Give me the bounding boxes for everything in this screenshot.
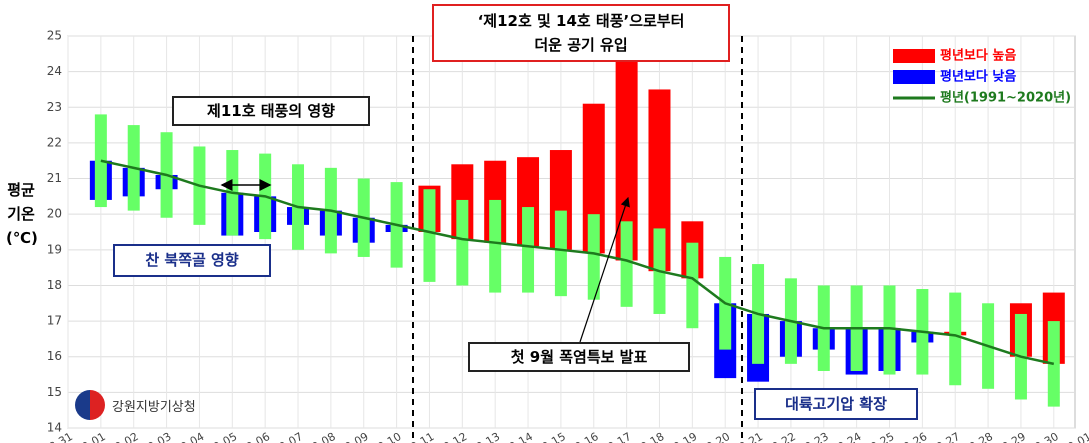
x-tick-label: 09-22 (764, 430, 798, 443)
x-tick-label: 09-06 (238, 430, 272, 443)
logo-text: 강원지방기상청 (112, 400, 196, 415)
y-tick-label: 20 (47, 207, 62, 221)
x-tick-label: 09-12 (435, 430, 469, 443)
legend-label: 평년(1991~2020년) (940, 90, 1071, 106)
x-tick-label: 09-29 (994, 430, 1028, 443)
annotation: 제11호 태풍의 영향 (172, 96, 370, 126)
normal-range-bar (883, 285, 896, 375)
arrow (579, 196, 630, 343)
normal-range-bar (522, 207, 535, 293)
x-tick-label: 09-10 (369, 430, 403, 443)
normal-line (100, 159, 1055, 366)
normal-range-bar (949, 292, 962, 386)
y-tick-label: 14 (47, 421, 62, 435)
x-tick-label: 09-07 (271, 430, 305, 443)
y-tick-label: 16 (47, 349, 62, 363)
legend-label: 평년보다 높음 (940, 48, 1016, 64)
legend-swatch (893, 70, 935, 84)
x-tick-label: 09-13 (468, 430, 502, 443)
x-tick-label: 09-19 (665, 430, 699, 443)
y-tick-label: 19 (47, 242, 62, 256)
x-tick-label: 09-08 (304, 430, 338, 443)
annotation: 첫 9월 폭염특보 발표 (468, 342, 690, 372)
x-tick-label: 09-18 (632, 430, 666, 443)
x-tick-label: 09-15 (534, 430, 568, 443)
x-tick-label: 09-11 (402, 430, 436, 443)
annotation-line: 더운 공기 유입 (534, 36, 628, 54)
y-tick-label: 24 (47, 64, 62, 78)
x-tick-label: 09-25 (862, 430, 896, 443)
y-tick-label: 22 (47, 135, 62, 149)
x-tick-label: 09-21 (731, 430, 765, 443)
x-tick-label: 09-27 (928, 430, 962, 443)
x-tick-label: 09-05 (205, 430, 239, 443)
x-tick-label: 09-24 (829, 430, 863, 443)
x-tick-label: 09-23 (797, 430, 831, 443)
normal-range-bar (686, 242, 699, 329)
y-tick-label: 23 (47, 100, 62, 114)
y-tick-label: 21 (47, 171, 62, 185)
normal-range-bar (456, 199, 469, 286)
legend-swatch (893, 49, 935, 63)
annotation-box: ‘제12호 및 14호 태풍’으로부터 더운 공기 유입 (432, 4, 730, 62)
x-tick-label: 09-09 (337, 430, 371, 443)
x-tick-label: 09-01 (74, 430, 108, 443)
x-tick-label: 10-01 (1059, 430, 1089, 443)
x-tick-label: 09-20 (698, 430, 732, 443)
y-tick-label: 17 (47, 314, 62, 328)
x-tick-label: 09-16 (567, 430, 601, 443)
normal-range-bar (423, 189, 436, 282)
x-tick-label: 09-03 (139, 430, 173, 443)
normal-range-bar (620, 221, 633, 307)
logo-icon (75, 390, 105, 420)
legend-label: 평년보다 낮음 (940, 69, 1016, 85)
x-tick-label: 09-28 (961, 430, 995, 443)
x-tick-label: 09-17 (599, 430, 633, 443)
normal-range-bar (587, 214, 600, 300)
annotation-line: ‘제12호 및 14호 태풍’으로부터 (477, 12, 685, 30)
y-tick-label: 18 (47, 278, 62, 292)
x-tick-label: 09-14 (501, 430, 535, 443)
x-tick-label: 09-30 (1027, 430, 1061, 443)
annotation: 찬 북쪽골 영향 (113, 244, 271, 277)
y-tick-label: 25 (47, 29, 62, 43)
y-tick-label: 15 (47, 385, 62, 399)
normal-range-bar (489, 199, 502, 293)
x-tick-label: 09-26 (895, 430, 929, 443)
x-tick-label: 09-02 (107, 430, 141, 443)
y-axis-label: 평균기온 (℃) (6, 181, 38, 247)
annotation: 대륙고기압 확장 (754, 388, 918, 420)
normal-range-bar (554, 210, 567, 297)
observed-bar (615, 60, 638, 261)
observed-bar (648, 89, 671, 272)
x-tick-label: 09-04 (172, 430, 206, 443)
